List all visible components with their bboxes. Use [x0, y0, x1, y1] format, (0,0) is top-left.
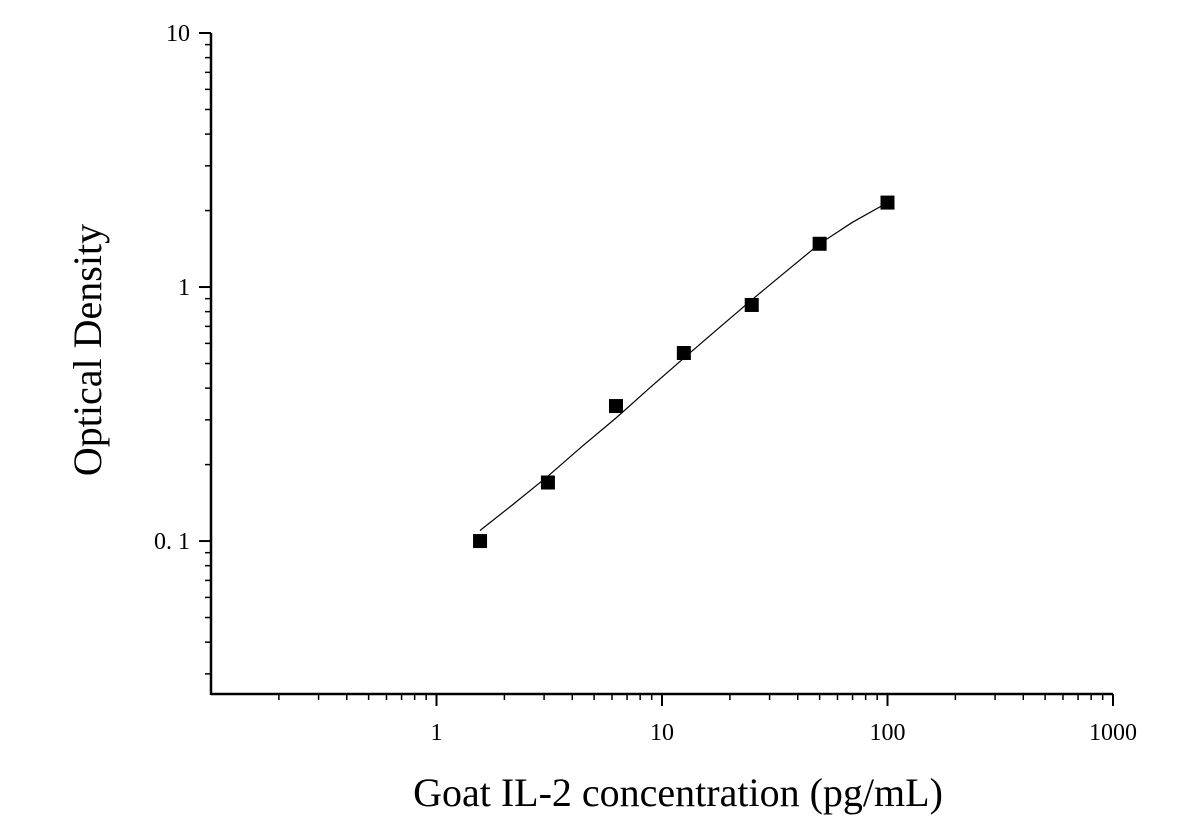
data-point [540, 475, 555, 490]
y-axis-major-ticks [199, 32, 211, 543]
x-tick-labels: 1 10 100 1000 [431, 720, 1138, 746]
x-axis-major-ticks [435, 694, 1114, 706]
x-tick-label: 1 [431, 720, 443, 746]
data-point [608, 399, 623, 414]
y-tick-label: 10 [166, 21, 190, 47]
x-tick-label: 1000 [1089, 720, 1137, 746]
data-points [473, 195, 895, 549]
data-point [473, 534, 488, 549]
y-tick-label: 1 [178, 275, 190, 301]
data-point [812, 236, 827, 251]
y-axis-title: Optical Density [65, 224, 110, 476]
x-tick-label: 100 [870, 720, 906, 746]
y-tick-labels: 0. 1 1 10 [154, 21, 190, 555]
data-point [880, 195, 895, 210]
data-point [676, 345, 691, 360]
x-tick-label: 10 [650, 720, 674, 746]
x-axis-title: Goat IL-2 concentration (pg/mL) [413, 770, 943, 815]
y-tick-label: 0. 1 [154, 529, 190, 555]
data-point [744, 297, 759, 312]
